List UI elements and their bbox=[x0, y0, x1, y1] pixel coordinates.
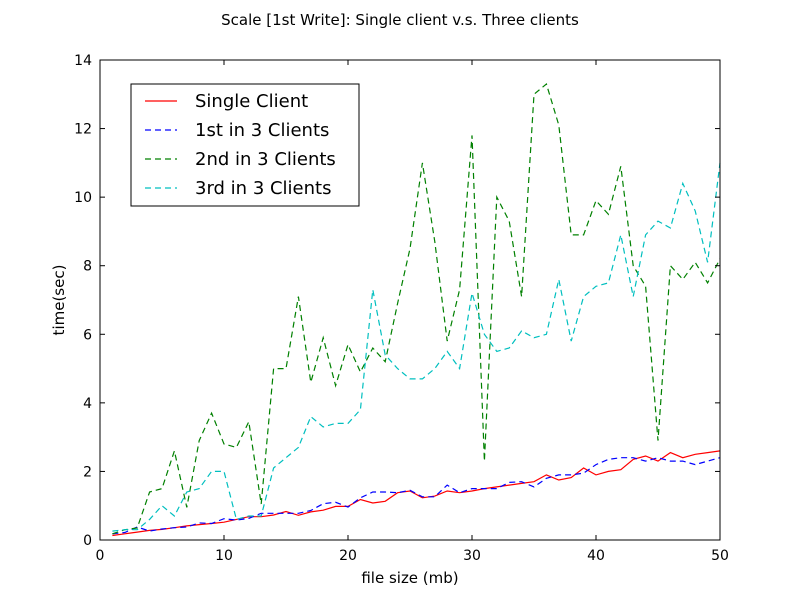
y-axis-label: time(sec) bbox=[50, 265, 68, 336]
plot-frame bbox=[99, 59, 721, 541]
x-tick-label: 30 bbox=[463, 548, 481, 564]
ticks-layer: 0 10 20 30 40 50 0 2 4 6 8 10 12 14 bbox=[74, 53, 729, 564]
y-tick-label: 14 bbox=[74, 53, 92, 69]
x-axis-label: file size (mb) bbox=[361, 569, 458, 587]
x-tick-label: 10 bbox=[215, 548, 233, 564]
y-tick-label: 6 bbox=[83, 327, 92, 343]
legend-label-3: 2nd in 3 Clients bbox=[195, 149, 336, 170]
y-tick-label: 8 bbox=[83, 259, 92, 275]
y-tick-label: 10 bbox=[74, 190, 92, 206]
x-tick-label: 50 bbox=[711, 548, 729, 564]
x-tick-label: 0 bbox=[96, 548, 105, 564]
series-line-2 bbox=[112, 457, 721, 535]
legend-frame bbox=[130, 83, 360, 207]
series-layer bbox=[112, 82, 721, 537]
series-line-4 bbox=[112, 162, 721, 532]
y-tick-label: 2 bbox=[83, 464, 92, 480]
chart-title: Scale [1st Write]: Single client v.s. Th… bbox=[221, 11, 579, 29]
y-tick-label: 0 bbox=[83, 533, 92, 549]
y-tick-label: 12 bbox=[74, 122, 92, 138]
legend-label-4: 3rd in 3 Clients bbox=[195, 178, 331, 199]
x-tick-label: 20 bbox=[339, 548, 357, 564]
legend-entries: Single Client 1st in 3 Clients 2nd in 3 Cl… bbox=[145, 91, 336, 199]
series-line-3 bbox=[112, 82, 721, 535]
x-tick-label: 40 bbox=[587, 548, 605, 564]
legend: Single Client 1st in 3 Clients 2nd in 3 Cl… bbox=[130, 83, 360, 207]
legend-label-1: Single Client bbox=[195, 91, 308, 112]
y-tick-label: 4 bbox=[83, 396, 92, 412]
legend-label-2: 1st in 3 Clients bbox=[195, 120, 329, 141]
